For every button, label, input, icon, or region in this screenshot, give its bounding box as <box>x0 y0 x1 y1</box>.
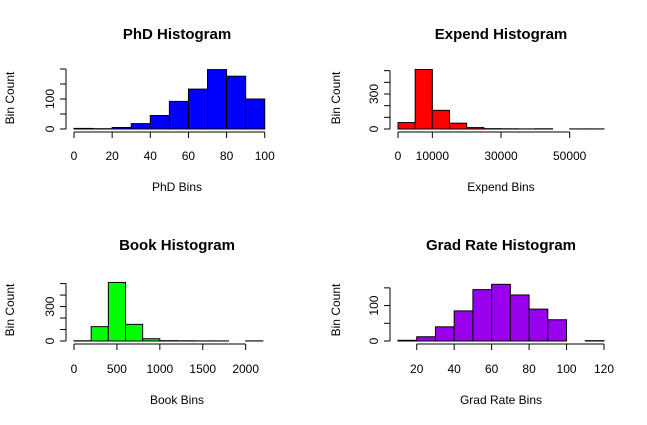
histogram-bar <box>142 338 161 342</box>
x-tick-label: 500 <box>107 362 127 376</box>
x-tick-label: 20 <box>105 149 119 163</box>
histogram-bar <box>397 339 418 342</box>
y-axis-label: Bin Count <box>3 283 17 336</box>
x-tick-label: 40 <box>144 149 158 163</box>
book-histogram-panel: Book Histogram Book Bins Bin Count 0 500 1… <box>3 237 264 407</box>
y-tick-label: 0 <box>43 125 57 132</box>
histogram-bar <box>90 326 109 342</box>
histogram-bar <box>207 69 228 130</box>
x-tick-label: 2000 <box>232 362 259 376</box>
expend-histogram-panel: Expend Histogram Expend Bins Bin Count 0… <box>329 26 605 194</box>
histogram-bar <box>414 69 433 130</box>
histogram-bar <box>111 127 132 130</box>
histogram-bar <box>449 122 468 130</box>
phd-histogram-panel: PhD Histogram PhD Bins Bin Count 0 20 40 60… <box>3 26 275 194</box>
histogram-bar <box>453 310 474 342</box>
x-tick-label: 60 <box>485 362 499 376</box>
x-axis-label: Expend Bins <box>467 180 534 194</box>
chart-title: PhD Histogram <box>123 26 231 43</box>
histogram-bar <box>125 323 144 342</box>
histogram-bar <box>397 122 416 130</box>
chart-title: Book Histogram <box>119 237 235 254</box>
x-tick-label: 40 <box>448 362 462 376</box>
histogram-bar <box>187 88 209 130</box>
chart-title: Grad Rate Histogram <box>426 237 576 254</box>
y-tick-label: 300 <box>43 296 57 316</box>
histogram-bar <box>168 100 189 130</box>
histogram-bar <box>434 326 455 342</box>
histogram-bar <box>472 289 493 342</box>
histogram-bar <box>431 109 451 130</box>
grad-rate-histogram-panel: Grad Rate Histogram Grad Rate Bins Bin C… <box>329 237 614 407</box>
x-tick-label: 80 <box>522 362 536 376</box>
x-tick-label: 20 <box>410 362 424 376</box>
y-tick-label: 100 <box>367 295 381 315</box>
x-tick-label: 30000 <box>484 149 518 163</box>
histogram-bar <box>528 308 549 342</box>
histogram-bar <box>149 115 170 130</box>
histogram-bar <box>509 294 530 342</box>
x-tick-label: 100 <box>557 362 577 376</box>
histogram-bar <box>466 127 485 130</box>
y-tick-label: 300 <box>367 84 381 104</box>
histogram-bar <box>491 283 511 342</box>
chart-title: Expend Histogram <box>435 26 568 43</box>
x-axis-label: PhD Bins <box>152 180 202 194</box>
y-tick-label: 0 <box>367 125 381 132</box>
histogram-bar <box>73 127 94 130</box>
x-tick-label: 50000 <box>553 149 587 163</box>
x-tick-label: 80 <box>220 149 234 163</box>
y-axis-label: Bin Count <box>329 283 343 336</box>
x-tick-label: 60 <box>182 149 196 163</box>
y-axis-label: Bin Count <box>329 71 343 124</box>
x-tick-label: 120 <box>594 362 614 376</box>
x-tick-label: 0 <box>71 149 78 163</box>
x-axis-label: Book Bins <box>150 393 204 407</box>
histogram-bar <box>130 123 151 130</box>
x-axis-label: Grad Rate Bins <box>460 393 542 407</box>
histogram-bar <box>245 98 266 130</box>
x-tick-label: 1500 <box>189 362 216 376</box>
y-tick-label: 0 <box>43 337 57 344</box>
x-tick-label: 1000 <box>146 362 173 376</box>
histogram-bar <box>416 336 436 342</box>
y-tick-label: 0 <box>367 337 381 344</box>
y-axis-label: Bin Count <box>3 71 17 124</box>
y-tick-label: 100 <box>43 89 57 109</box>
histogram-bar <box>547 319 568 342</box>
x-tick-label: 100 <box>255 149 275 163</box>
histogram-bar <box>107 281 127 342</box>
x-tick-label: 10000 <box>416 149 450 163</box>
x-tick-label: 0 <box>395 149 402 163</box>
histogram-bar <box>226 75 247 130</box>
x-tick-label: 0 <box>71 362 78 376</box>
